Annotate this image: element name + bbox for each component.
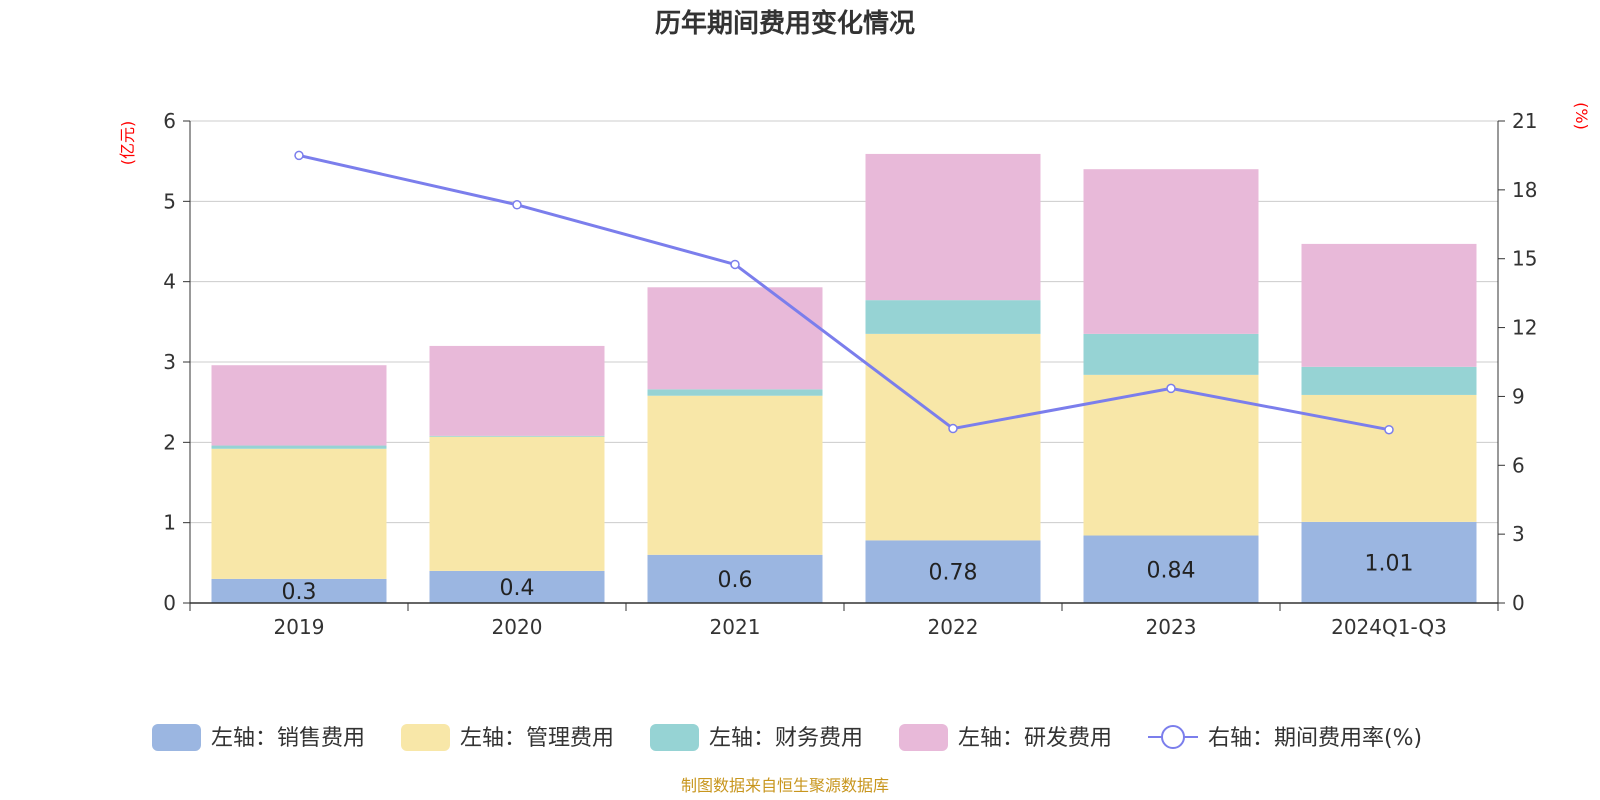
right-axis-tick-label: 0 bbox=[1512, 591, 1525, 615]
legend-label-0: 左轴：销售费用 bbox=[211, 726, 365, 751]
bar-value-label: 1.01 bbox=[1365, 551, 1414, 576]
bar-segment-3 bbox=[647, 287, 823, 390]
x-axis-tick-label: 2023 bbox=[1146, 615, 1197, 639]
left-axis-tick-label: 2 bbox=[163, 430, 176, 454]
bar-value-label: 0.84 bbox=[1147, 558, 1196, 583]
bar-segment-2 bbox=[1083, 333, 1259, 375]
bars-layer: 0.3 0.4 0.6 0.78 0.84 1.01 bbox=[211, 153, 1477, 605]
x-axis-tick-label: 2020 bbox=[492, 615, 543, 639]
bar-segment-0 bbox=[429, 570, 605, 603]
legend-label-1: 左轴：管理费用 bbox=[460, 726, 614, 751]
right-axis-tick-label: 21 bbox=[1512, 109, 1537, 133]
legend-swatch-0 bbox=[152, 724, 201, 751]
source-note: 制图数据来自恒生聚源数据库 bbox=[681, 776, 889, 795]
left-axis-tick-label: 1 bbox=[163, 511, 176, 535]
bar-segment-1 bbox=[647, 395, 823, 555]
bar-segment-2 bbox=[647, 389, 823, 396]
x-axis-tick-label: 2021 bbox=[710, 615, 761, 639]
bar-value-label: 0.6 bbox=[718, 568, 753, 593]
bar-segment-3 bbox=[865, 153, 1041, 301]
bar-segment-3 bbox=[211, 365, 387, 446]
bar-segment-1 bbox=[429, 436, 605, 571]
left-axis-tick-label: 3 bbox=[163, 350, 176, 374]
rate-point bbox=[730, 259, 740, 270]
right-axis-tick-label: 3 bbox=[1512, 522, 1525, 546]
x-axis-tick-label: 2022 bbox=[928, 615, 979, 639]
bar-segment-0 bbox=[211, 578, 387, 603]
legend-swatch-3 bbox=[899, 724, 948, 751]
line-layer bbox=[294, 150, 1394, 435]
x-axis-tick-label: 2024Q1-Q3 bbox=[1331, 615, 1447, 639]
bar-segment-0 bbox=[647, 554, 823, 603]
bar-segment-2 bbox=[1301, 366, 1477, 395]
bar-segment-2 bbox=[211, 445, 387, 449]
left-axis-unit: (亿元) bbox=[118, 121, 137, 166]
right-axis-unit: (%) bbox=[1572, 102, 1591, 130]
right-axis-tick-label: 18 bbox=[1512, 178, 1537, 202]
bar-segment-1 bbox=[1301, 394, 1477, 522]
bar-segment-1 bbox=[211, 448, 387, 579]
chart-title: 历年期间费用变化情况 bbox=[655, 8, 915, 39]
rate-point bbox=[512, 200, 522, 210]
bar-value-label: 0.78 bbox=[929, 561, 978, 586]
legend-swatch-1 bbox=[401, 724, 450, 751]
bar-segment-2 bbox=[429, 435, 605, 437]
right-axis-tick-label: 6 bbox=[1512, 453, 1525, 477]
legend-marker-swatch bbox=[1161, 725, 1185, 749]
bar-segment-0 bbox=[1301, 521, 1477, 603]
bar-segment-3 bbox=[1083, 169, 1259, 334]
right-axis-tick-label: 9 bbox=[1512, 384, 1525, 408]
bar-segment-2 bbox=[865, 300, 1041, 334]
bar-value-label: 0.3 bbox=[282, 580, 317, 605]
rate-point bbox=[1166, 383, 1176, 394]
legend-label-4: 右轴：期间费用率(%) bbox=[1208, 726, 1422, 751]
left-axis-tick-label: 4 bbox=[163, 270, 176, 294]
rate-point bbox=[948, 423, 958, 434]
legend-label-2: 左轴：财务费用 bbox=[709, 726, 863, 751]
bar-segment-0 bbox=[865, 540, 1041, 603]
x-axis-tick-label: 2019 bbox=[274, 615, 325, 639]
bar-value-label: 0.4 bbox=[500, 576, 535, 601]
rate-line bbox=[298, 153, 1390, 432]
bar-segment-3 bbox=[1301, 243, 1477, 367]
right-axis-tick-label: 12 bbox=[1512, 316, 1537, 340]
bar-segment-3 bbox=[429, 345, 605, 436]
legend: 左轴：销售费用 左轴：管理费用 左轴：财务费用 左轴：研发费用 右轴：期间费用率(%) bbox=[152, 724, 1422, 751]
left-axis-tick-label: 6 bbox=[163, 109, 176, 133]
grid-lines bbox=[190, 120, 1498, 524]
bar-segment-1 bbox=[865, 333, 1041, 541]
left-axis-tick-label: 5 bbox=[163, 189, 176, 213]
legend-label-3: 左轴：研发费用 bbox=[958, 726, 1112, 751]
legend-swatch-2 bbox=[650, 724, 699, 751]
bar-segment-0 bbox=[1083, 535, 1259, 603]
right-axis-tick-label: 15 bbox=[1512, 247, 1537, 271]
rate-point bbox=[1384, 424, 1394, 435]
left-axis-tick-label: 0 bbox=[163, 591, 176, 615]
rate-point bbox=[294, 150, 304, 161]
bar-segment-1 bbox=[1083, 374, 1259, 536]
